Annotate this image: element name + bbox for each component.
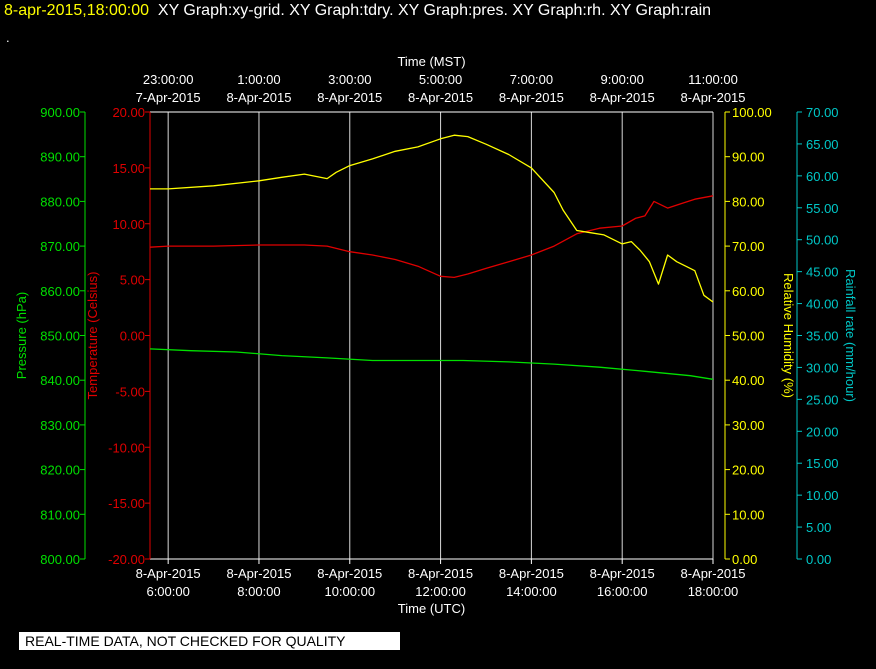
rainfall-tick-label: 70.00 xyxy=(806,105,839,120)
humidity-tick-label: 40.00 xyxy=(732,373,765,388)
x-bottom-tick-date: 8-Apr-2015 xyxy=(590,566,655,581)
humidity-tick-label: 70.00 xyxy=(732,239,765,254)
rainfall-tick-label: 10.00 xyxy=(806,488,839,503)
humidity-tick-label: 100.00 xyxy=(732,105,772,120)
x-top-tick-date: 8-Apr-2015 xyxy=(680,90,745,105)
pressure-tick-label: 900.00 xyxy=(40,105,80,120)
x-bottom-tick-time: 12:00:00 xyxy=(415,584,466,599)
x-top-tick-time: 3:00:00 xyxy=(328,72,371,87)
pressure-tick-label: 800.00 xyxy=(40,552,80,567)
x-top-tick-date: 8-Apr-2015 xyxy=(226,90,291,105)
x-bottom-tick-time: 16:00:00 xyxy=(597,584,648,599)
x-top-tick-date: 7-Apr-2015 xyxy=(136,90,201,105)
rainfall-tick-label: 0.00 xyxy=(806,552,831,567)
humidity-tick-label: 20.00 xyxy=(732,463,765,478)
x-top-tick-date: 8-Apr-2015 xyxy=(590,90,655,105)
rainfall-tick-label: 5.00 xyxy=(806,520,831,535)
pressure-tick-label: 890.00 xyxy=(40,150,80,165)
humidity-tick-label: 80.00 xyxy=(732,194,765,209)
pressure-tick-label: 860.00 xyxy=(40,284,80,299)
temperature-tick-label: 20.00 xyxy=(112,105,145,120)
temperature-tick-label: -10.00 xyxy=(108,440,145,455)
rainfall-tick-label: 20.00 xyxy=(806,424,839,439)
temperature-series-line xyxy=(149,195,714,279)
x-top-tick-date: 8-Apr-2015 xyxy=(408,90,473,105)
x-top-tick-time: 23:00:00 xyxy=(143,72,194,87)
rainfall-tick-label: 65.00 xyxy=(806,137,839,152)
header-title: 8-apr-2015,18:00:00 XY Graph:xy-grid. XY… xyxy=(4,2,711,20)
humidity-tick-label: 90.00 xyxy=(732,150,765,165)
rainfall-tick-label: 60.00 xyxy=(806,169,839,184)
x-bottom-tick-date: 8-Apr-2015 xyxy=(499,566,564,581)
humidity-tick-label: 60.00 xyxy=(732,284,765,299)
x-top-tick-date: 8-Apr-2015 xyxy=(317,90,382,105)
x-top-tick-date: 8-Apr-2015 xyxy=(499,90,564,105)
header-graph-titles: XY Graph:xy-grid. XY Graph:tdry. XY Grap… xyxy=(157,2,712,19)
x-top-tick-time: 7:00:00 xyxy=(510,72,553,87)
x-bottom-tick-date: 8-Apr-2015 xyxy=(680,566,745,581)
x-top-axis-label: Time (MST) xyxy=(397,54,465,69)
x-bottom-tick-date: 8-Apr-2015 xyxy=(317,566,382,581)
temperature-tick-label: 15.00 xyxy=(112,161,145,176)
header-timestamp: 8-apr-2015,18:00:00 xyxy=(4,2,149,19)
humidity-tick-label: 0.00 xyxy=(732,552,757,567)
pressure-series-line xyxy=(149,348,714,380)
pressure-tick-label: 850.00 xyxy=(40,329,80,344)
humidity-axis-label: Relative Humidity (%) xyxy=(781,273,796,398)
x-bottom-tick-time: 6:00:00 xyxy=(146,584,189,599)
temperature-tick-label: 5.00 xyxy=(120,273,145,288)
temperature-tick-label: -15.00 xyxy=(108,496,145,511)
pressure-tick-label: 820.00 xyxy=(40,463,80,478)
pressure-tick-label: 840.00 xyxy=(40,373,80,388)
x-top-tick-time: 11:00:00 xyxy=(688,72,738,87)
quality-notice: REAL-TIME DATA, NOT CHECKED FOR QUALITY xyxy=(19,632,400,650)
temperature-tick-label: 10.00 xyxy=(112,217,145,232)
temperature-tick-label: -20.00 xyxy=(108,552,145,567)
temperature-tick-label: -5.00 xyxy=(115,384,145,399)
x-bottom-axis-label: Time (UTC) xyxy=(398,601,465,616)
x-bottom-tick-time: 8:00:00 xyxy=(237,584,280,599)
x-bottom-tick-date: 8-Apr-2015 xyxy=(226,566,291,581)
x-bottom-tick-date: 8-Apr-2015 xyxy=(408,566,473,581)
humidity-tick-label: 50.00 xyxy=(732,329,765,344)
rainfall-tick-label: 40.00 xyxy=(806,297,839,312)
rainfall-tick-label: 50.00 xyxy=(806,233,839,248)
rainfall-tick-label: 35.00 xyxy=(806,329,839,344)
pressure-tick-label: 870.00 xyxy=(40,239,80,254)
humidity-tick-label: 10.00 xyxy=(732,507,765,522)
rainfall-tick-label: 45.00 xyxy=(806,265,839,280)
humidity-series-line xyxy=(150,134,714,303)
x-top-tick-time: 1:00:00 xyxy=(237,72,280,87)
temperature-tick-label: 0.00 xyxy=(120,329,145,344)
x-bottom-tick-time: 14:00:00 xyxy=(506,584,557,599)
pressure-tick-label: 880.00 xyxy=(40,194,80,209)
temperature-axis-label: Temperature (Celsius) xyxy=(85,272,100,400)
x-bottom-tick-time: 18:00:00 xyxy=(688,584,739,599)
rainfall-tick-label: 55.00 xyxy=(806,201,839,216)
humidity-tick-label: 30.00 xyxy=(732,418,765,433)
x-bottom-tick-time: 10:00:00 xyxy=(324,584,375,599)
pressure-tick-label: 830.00 xyxy=(40,418,80,433)
rainfall-tick-label: 15.00 xyxy=(806,456,839,471)
rainfall-tick-label: 25.00 xyxy=(806,392,839,407)
header-dot: . xyxy=(6,30,10,45)
x-bottom-tick-date: 8-Apr-2015 xyxy=(136,566,201,581)
rainfall-tick-label: 30.00 xyxy=(806,360,839,375)
pressure-tick-label: 810.00 xyxy=(40,507,80,522)
x-top-tick-time: 9:00:00 xyxy=(601,72,644,87)
x-top-tick-time: 5:00:00 xyxy=(419,72,462,87)
rainfall-axis-label: Rainfall rate (mm/hour) xyxy=(843,269,858,402)
pressure-axis-label: Pressure (hPa) xyxy=(14,292,29,379)
